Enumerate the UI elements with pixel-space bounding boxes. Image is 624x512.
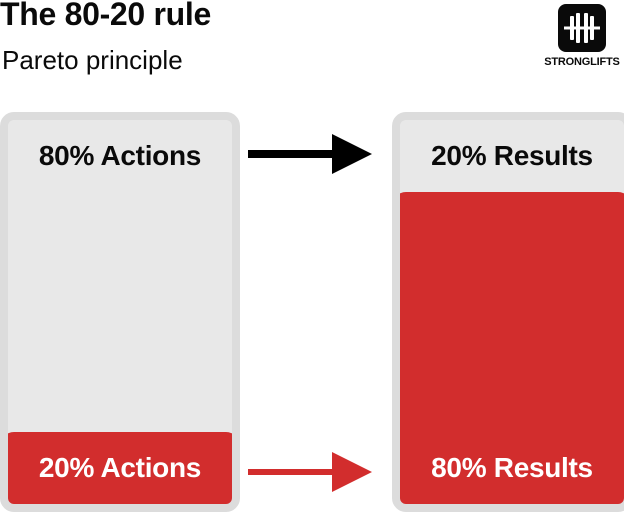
results-fill xyxy=(400,192,624,504)
logo-text: STRONGLIFTS xyxy=(544,56,620,68)
results-bottom-label: 80% Results xyxy=(431,452,593,483)
stronglifts-logo: STRONGLIFTS xyxy=(540,4,624,68)
actions-bottom-label: 20% Actions xyxy=(38,452,202,483)
actions-fill xyxy=(8,432,232,504)
results-top-label: 20% Results xyxy=(431,140,593,171)
page-title: The 80-20 rule xyxy=(0,0,212,32)
actions-top-label: 80% Actions xyxy=(38,140,202,171)
barbell-icon xyxy=(558,4,606,52)
page-subtitle: Pareto principle xyxy=(2,45,183,75)
bottom-arrow-icon xyxy=(248,452,372,492)
results-column: 20% Results 80% Results xyxy=(392,112,624,512)
actions-column: 80% Actions 20% Actions xyxy=(0,112,240,512)
top-arrow-icon xyxy=(248,134,372,174)
